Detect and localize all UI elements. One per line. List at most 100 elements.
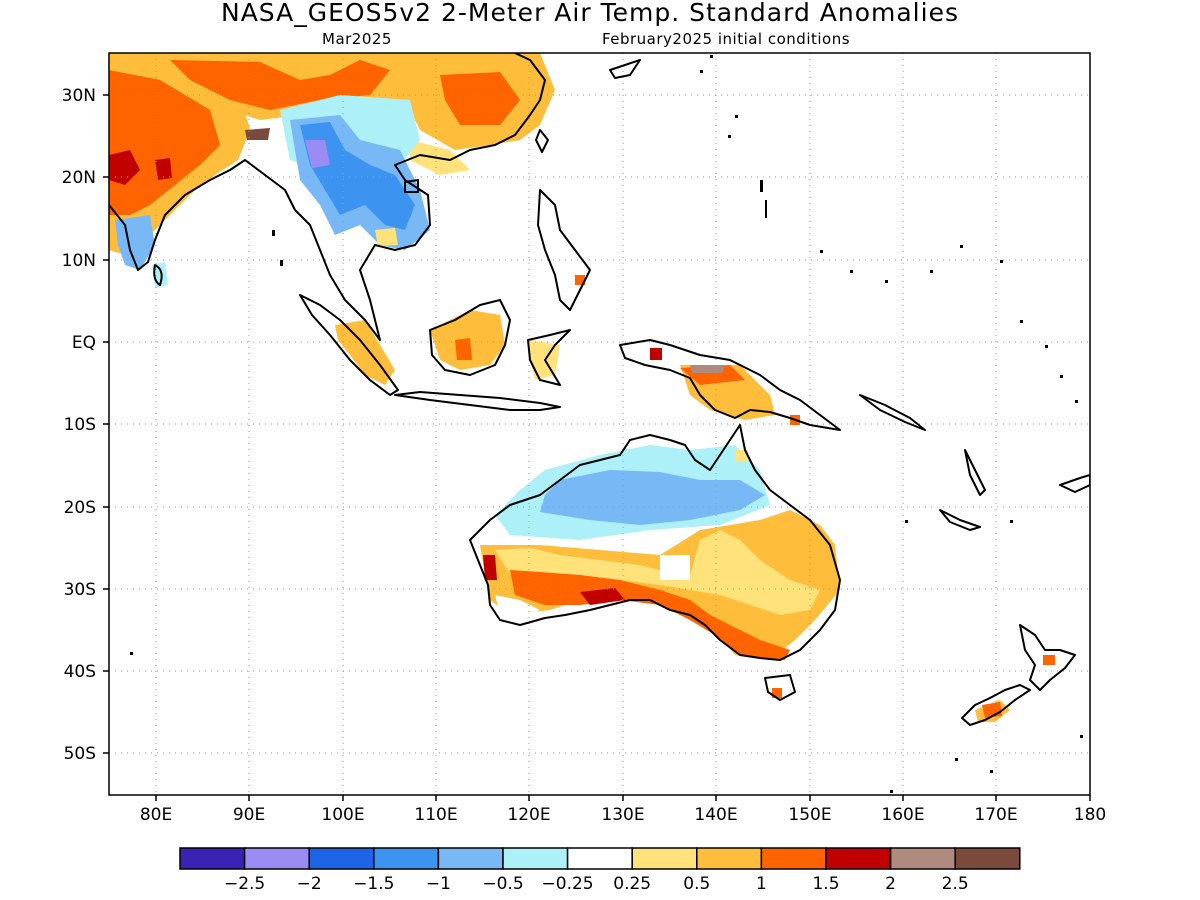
indochina-cool-core	[300, 122, 415, 230]
y-tick-label: 30N	[62, 86, 96, 106]
sumatra-warm	[335, 320, 395, 385]
colorbar	[179, 847, 1021, 870]
colorbar-label: 1.5	[812, 874, 839, 894]
australia-white-sw	[495, 595, 540, 620]
x-tick-label: 150E	[788, 805, 831, 825]
colorbar-swatch	[437, 847, 504, 870]
x-tick-label: 80E	[140, 805, 172, 825]
colorbar-swatch	[243, 847, 310, 870]
coast-sri-lanka	[153, 264, 163, 286]
india-strong-warm	[109, 70, 220, 215]
colorbar-swatch	[696, 847, 763, 870]
colorbar-label: 2	[885, 874, 896, 894]
coast-japan-islands	[609, 59, 641, 79]
colorbar-swatch	[179, 847, 246, 870]
gridlines	[109, 53, 1090, 795]
coast-philippines	[537, 189, 591, 311]
coast-solomons	[859, 394, 926, 431]
colorbar-label: 0.5	[683, 874, 710, 894]
y-tick-label: 20N	[62, 168, 96, 188]
myanmar-violet-cool	[305, 140, 330, 168]
colorbar-label: −2.5	[224, 874, 265, 894]
australia-white-center	[660, 555, 690, 580]
australia-cool-core	[540, 470, 765, 525]
colorbar-label: 0.25	[613, 874, 651, 894]
australia-pale-warm	[495, 530, 820, 615]
australia-orange	[510, 570, 790, 660]
x-tick-label: 130E	[601, 805, 644, 825]
coastlines	[109, 53, 1090, 726]
coast-sulawesi	[527, 329, 571, 386]
colorbar-label: −0.25	[542, 874, 594, 894]
axis-ticks	[103, 94, 1091, 801]
queensland-warm-spot	[735, 450, 748, 462]
himalaya-brown-spot	[245, 128, 270, 140]
new-guinea-brown	[690, 365, 725, 373]
colorbar-swatch	[889, 847, 956, 870]
plot-frame	[108, 52, 1091, 796]
small-islands	[130, 55, 1083, 793]
coast-fiji	[1059, 474, 1090, 493]
colorbar-label: 1	[756, 874, 767, 894]
x-tick-label: 110E	[414, 805, 457, 825]
anomaly-layer	[109, 53, 1055, 722]
borneo-orange	[455, 338, 472, 360]
x-tick-label: 160E	[881, 805, 924, 825]
coast-new-guinea	[619, 339, 841, 431]
y-tick-label: 50S	[64, 744, 96, 764]
coast-nz-north	[1019, 624, 1076, 691]
colorbar-swatch	[631, 847, 698, 870]
colorbar-label: −1.5	[353, 874, 394, 894]
initial-conditions: February2025 initial conditions	[602, 30, 850, 48]
coast-taiwan	[535, 129, 549, 153]
coast-nz-south	[961, 684, 1031, 726]
australia-red-west	[483, 555, 497, 580]
x-tick-label: 100E	[321, 805, 364, 825]
coast-australia	[469, 424, 841, 661]
y-tick-label: 40S	[64, 662, 96, 682]
china-strong-warm	[440, 72, 520, 125]
x-tick-label: 170E	[974, 805, 1017, 825]
colorbar-swatch	[954, 847, 1021, 870]
coast-vanuatu	[964, 449, 986, 496]
x-tick-label: 120E	[507, 805, 550, 825]
colorbar-swatch	[760, 847, 827, 870]
coast-hainan	[404, 179, 419, 193]
philippines-warm	[575, 275, 585, 285]
colorbar-swatch	[825, 847, 892, 870]
nz-north-orange	[1043, 655, 1055, 665]
india-hot-spot-2	[155, 158, 172, 180]
y-tick-label: 30S	[64, 580, 96, 600]
colorbar-swatch	[308, 847, 375, 870]
y-tick-label: 20S	[64, 498, 96, 518]
y-axis-labels: 30N 20N 10N EQ 10S 20S 30S 40S 50S	[62, 86, 96, 764]
papua-red-spot	[650, 348, 662, 360]
thailand-warm-spot	[375, 228, 398, 246]
coast-india	[109, 159, 296, 271]
map-title: NASA_GEOS5v2 2-Meter Air Temp. Standard …	[221, 0, 959, 27]
coast-borneo	[429, 299, 511, 376]
australia-red-south	[580, 588, 625, 605]
coast-java	[394, 391, 561, 411]
coast-sumatra	[299, 294, 399, 396]
colorbar-swatch	[502, 847, 569, 870]
x-axis-labels: 80E 90E 100E 110E 120E 130E 140E 150E 16…	[140, 805, 1106, 825]
colorbar-label: −1	[426, 874, 451, 894]
india-hot-spot	[109, 150, 140, 185]
x-tick-label: 140E	[694, 805, 737, 825]
y-tick-label: EQ	[72, 333, 96, 353]
x-tick-label: 90E	[233, 805, 265, 825]
y-tick-label: 10S	[64, 415, 96, 435]
colorbar-label: 2.5	[942, 874, 969, 894]
colorbar-label: −0.5	[482, 874, 523, 894]
colorbar-label: −2	[297, 874, 322, 894]
colorbar-swatch	[373, 847, 440, 870]
x-tick-label: 180	[1074, 805, 1106, 825]
coast-new-caledonia	[939, 509, 981, 531]
forecast-month: Mar2025	[322, 30, 392, 48]
colorbar-labels: −2.5 −2 −1.5 −1 −0.5 −0.25 0.25 0.5 1 1.5 2 2.5	[224, 874, 969, 894]
coast-indochina	[294, 53, 546, 341]
y-tick-label: 10N	[62, 251, 96, 271]
coast-tasmania	[764, 674, 796, 701]
